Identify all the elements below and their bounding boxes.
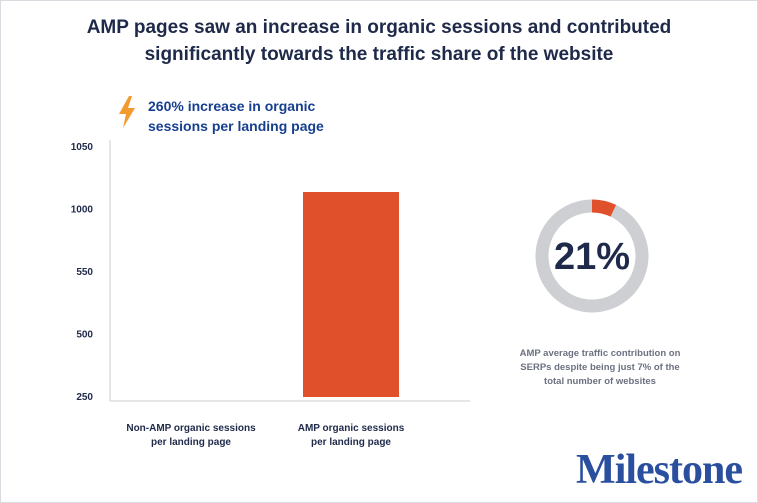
increase-callout: 260% increase in organic sessions per la… (118, 96, 378, 136)
donut-note-line-1: AMP average traffic contribution on (519, 348, 681, 359)
category-label-non-amp: Non-AMP organic sessions per landing pag… (111, 422, 271, 450)
donut-note-line-2: SERPs despite being just 7% of the (520, 362, 680, 373)
callout-text: 260% increase in organic sessions per la… (148, 96, 378, 136)
category-label-amp-line-2: per landing page (310, 437, 391, 448)
y-tick-label: 500 (76, 330, 93, 341)
donut-note-line-3: total number of websites (544, 376, 656, 387)
y-tick-label: 1050 (71, 142, 94, 153)
donut-chart: 21% (535, 199, 649, 313)
title-line-1: AMP pages saw an increase in organic ses… (86, 17, 672, 38)
donut-center-value: 21% (554, 236, 630, 278)
category-label-non-amp-line-1: Non-AMP organic sessions (126, 423, 256, 434)
category-label-amp: AMP organic sessions per landing page (271, 422, 431, 450)
lightning-bolt-icon (118, 96, 136, 128)
bar-chart: 1050 1000 550 500 250 (71, 140, 470, 403)
bar-amp (303, 192, 399, 397)
y-tick-label: 1000 (71, 205, 94, 216)
donut-segment (535, 199, 649, 313)
title-line-2: significantly towards the traffic share … (144, 44, 614, 65)
infographic-title: AMP pages saw an increase in organic ses… (0, 14, 758, 68)
category-label-amp-line-1: AMP organic sessions (297, 423, 405, 434)
category-label-non-amp-line-2: per landing page (150, 437, 231, 448)
donut-note: AMP average traffic contribution on SERP… (500, 347, 700, 389)
y-tick-label: 250 (76, 392, 93, 403)
callout-line-2: sessions per landing page (148, 118, 324, 134)
milestone-logo: Milestone (576, 447, 743, 493)
callout-line-1: 260% increase in organic (148, 98, 316, 114)
y-tick-label: 550 (76, 267, 93, 278)
